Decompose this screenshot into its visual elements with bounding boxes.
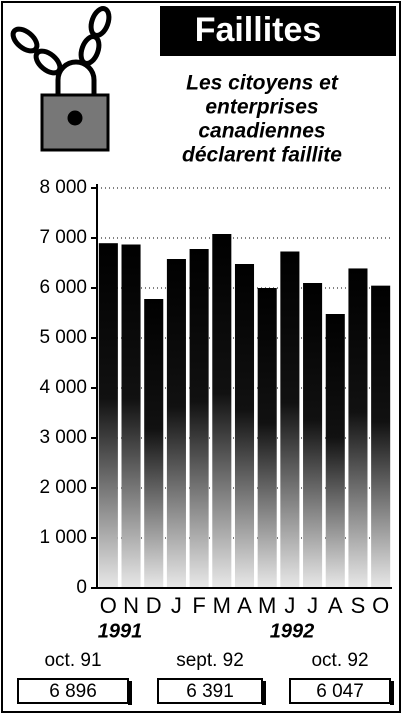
bar xyxy=(258,288,277,588)
highlight-period: oct. 91 xyxy=(44,650,101,671)
y-tick-label: 6 000 xyxy=(39,277,87,298)
y-tick-label: 8 000 xyxy=(39,177,87,198)
y-tick-label: 1 000 xyxy=(39,527,87,548)
y-tick-label: 2 000 xyxy=(39,477,87,498)
bar xyxy=(99,243,118,588)
bar xyxy=(167,259,186,588)
chart: Faillites Les citoyens etenterprisescana… xyxy=(0,0,402,714)
highlight-box-shadow xyxy=(128,681,132,705)
y-tick-label: 0 xyxy=(76,577,87,598)
x-tick-label: F xyxy=(192,593,205,618)
bar xyxy=(190,249,209,588)
subtitle-line: Les citoyens et xyxy=(186,72,339,95)
bar xyxy=(326,314,345,588)
x-tick-label: O xyxy=(372,593,389,618)
x-tick-label: S xyxy=(351,593,366,618)
year-label: 1992 xyxy=(270,620,315,642)
subtitle-line: enterprises xyxy=(205,96,318,119)
bar xyxy=(144,299,163,588)
x-tick-label: O xyxy=(100,593,117,618)
x-tick-label: J xyxy=(307,593,318,618)
y-tick-label: 3 000 xyxy=(39,427,87,448)
x-tick-label: J xyxy=(284,593,295,618)
y-tick-label: 5 000 xyxy=(39,327,87,348)
bar xyxy=(122,245,141,589)
x-tick-label: N xyxy=(123,593,139,618)
chart-title: Faillites xyxy=(195,11,322,49)
highlight-period: oct. 92 xyxy=(311,650,368,671)
year-label: 1991 xyxy=(98,620,143,642)
subtitle-line: canadiennes xyxy=(198,120,325,143)
x-tick-label: M xyxy=(213,593,231,618)
highlight-value: 6 047 xyxy=(316,681,364,702)
x-tick-label: D xyxy=(146,593,162,618)
bar xyxy=(348,268,367,588)
highlight-value: 6 391 xyxy=(186,681,234,702)
x-tick-label: A xyxy=(328,593,343,618)
bar xyxy=(212,234,231,588)
y-tick-label: 7 000 xyxy=(39,227,87,248)
subtitle-line: déclarent faillite xyxy=(182,144,342,167)
lock-icon xyxy=(9,6,112,150)
bar xyxy=(303,283,322,588)
bar xyxy=(280,252,299,589)
x-tick-label: A xyxy=(237,593,252,618)
bar xyxy=(371,286,390,588)
x-tick-label: M xyxy=(258,593,276,618)
x-tick-label: J xyxy=(171,593,182,618)
highlight-box-shadow xyxy=(390,681,394,705)
bar xyxy=(235,264,254,588)
highlight-box-shadow xyxy=(262,681,266,705)
highlight-value: 6 896 xyxy=(49,681,97,702)
y-tick-label: 4 000 xyxy=(39,377,87,398)
highlight-period: sept. 92 xyxy=(176,650,244,671)
